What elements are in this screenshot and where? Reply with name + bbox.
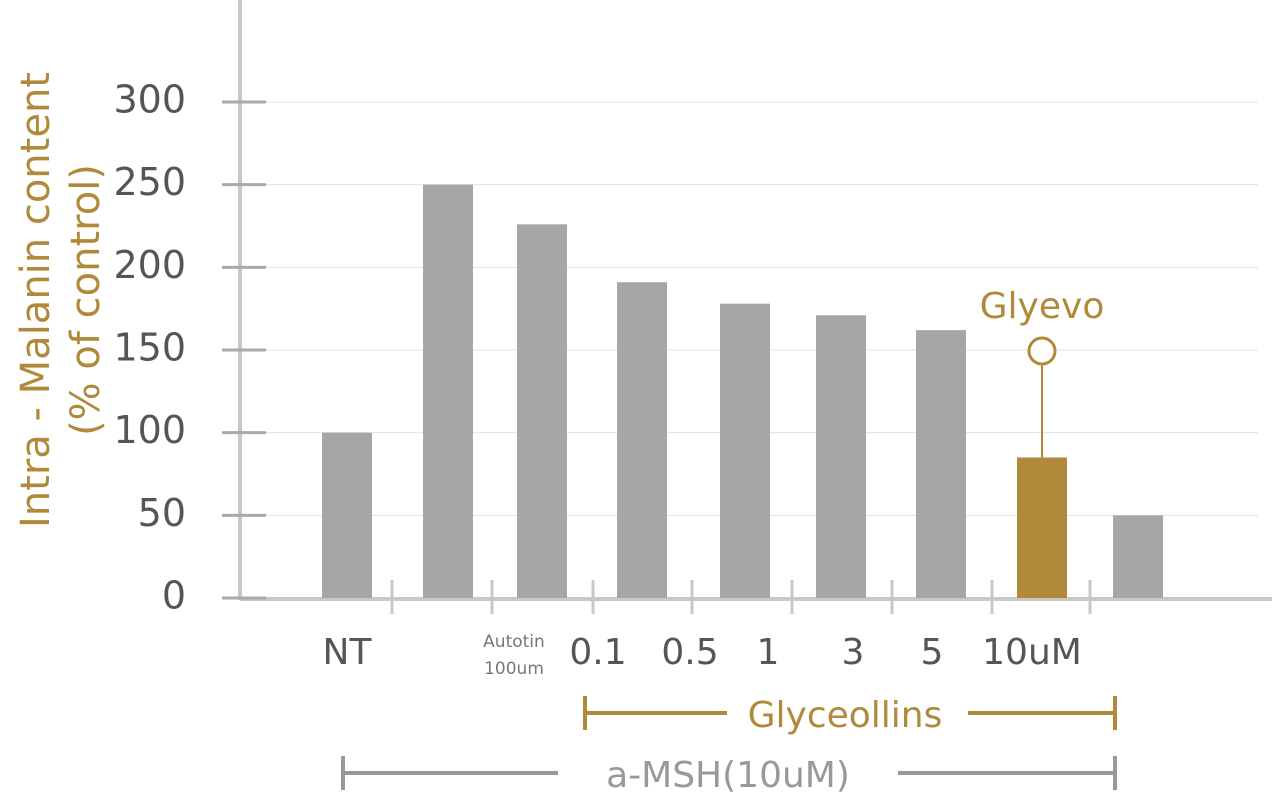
bar [816,315,866,598]
bar [517,224,567,598]
annotation: Glyevo [980,286,1105,327]
y-tick-label: 300 [113,78,186,122]
bar [617,282,667,598]
y-tick-label: 150 [113,326,186,370]
x-tick-label: Autotin 100um [483,632,545,679]
bar [1113,515,1163,598]
x-tick-label: 10uM [982,632,1082,673]
y-label-line: (% of control) [63,164,109,436]
bar [322,432,372,598]
annotation-marker [1027,336,1057,366]
x-tick-label: 0.5 [661,632,718,673]
x-tick-label: 0.1 [569,632,626,673]
bar [720,303,770,598]
x-tick-label: 3 [842,632,865,673]
bar [1017,457,1067,598]
group-label: Glyceollins [748,695,943,736]
y-tick-label: 0 [162,574,186,618]
y-tick-label: 200 [113,243,186,287]
y-tick-label: 250 [113,160,186,204]
y-label-line: Intra - Malanin content [13,72,59,528]
x-tick-label: NT [323,632,373,673]
x-tick-label: 5 [921,632,944,673]
y-tick-label: 100 [113,408,186,452]
bar [423,184,473,598]
x-tick-label: 1 [757,632,780,673]
y-axis-title: Intra - Malanin content (% of control) [13,72,109,528]
y-tick-label: 50 [138,491,186,535]
bar [916,330,966,598]
group-label: a-MSH(10uM) [606,755,850,796]
